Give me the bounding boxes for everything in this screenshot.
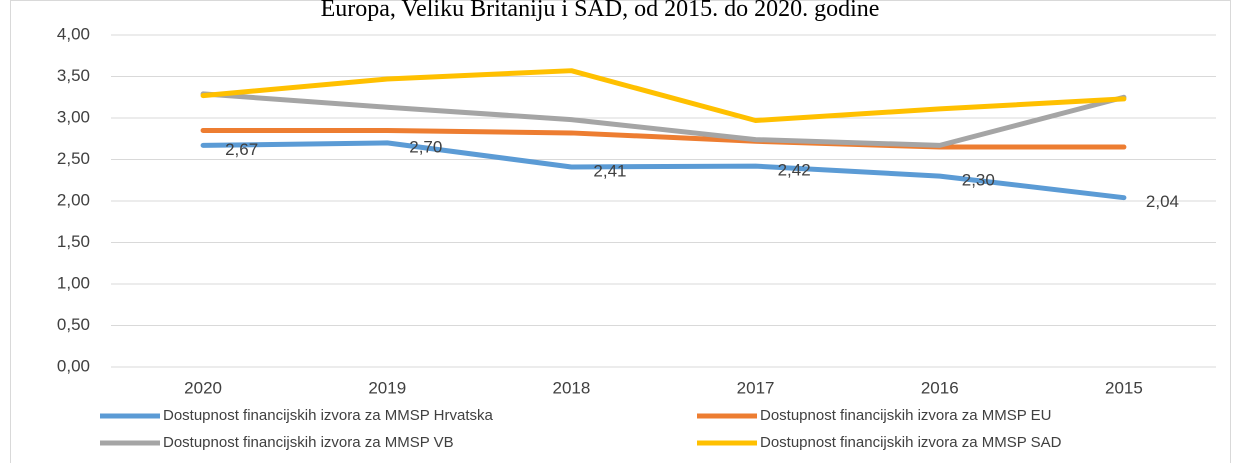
y-tick-label: 3,50: [57, 66, 90, 85]
x-tick-label: 2015: [1105, 378, 1143, 397]
legend-label: Dostupnost financijskih izvora za MMSP V…: [163, 434, 454, 451]
x-tick-label: 2016: [921, 378, 959, 397]
legend-label: Dostupnost financijskih izvora za MMSP E…: [760, 407, 1052, 424]
y-tick-label: 0,00: [57, 356, 90, 375]
data-label: 2,41: [593, 161, 626, 180]
series-line: [200, 91, 1127, 148]
legend-label: Dostupnost financijskih izvora za MMSP H…: [163, 407, 494, 424]
x-tick-label: 2017: [737, 378, 775, 397]
chart-title: Europa, Veliku Britaniju i SAD, od 2015.…: [321, 0, 880, 22]
legend-label: Dostupnost financijskih izvora za MMSP S…: [760, 434, 1062, 451]
series-line: [200, 140, 1127, 201]
y-tick-label: 4,00: [57, 24, 90, 43]
y-tick-label: 1,00: [57, 273, 90, 292]
y-tick-label: 2,50: [57, 149, 90, 168]
y-tick-label: 0,50: [57, 315, 90, 334]
data-label: 2,42: [778, 161, 811, 180]
data-label: 2,70: [409, 137, 442, 156]
data-label: 2,67: [225, 140, 258, 159]
x-tick-label: 2019: [368, 378, 406, 397]
y-tick-label: 1,50: [57, 232, 90, 251]
series-line: [200, 127, 1127, 150]
data-label: 2,04: [1146, 192, 1179, 211]
series-line: [200, 68, 1127, 123]
data-label: 2,30: [962, 171, 995, 190]
x-tick-label: 2018: [553, 378, 591, 397]
x-tick-label: 2020: [184, 378, 222, 397]
chart-frame: [10, 0, 1231, 463]
y-tick-label: 2,00: [57, 190, 90, 209]
y-tick-label: 3,00: [57, 107, 90, 126]
